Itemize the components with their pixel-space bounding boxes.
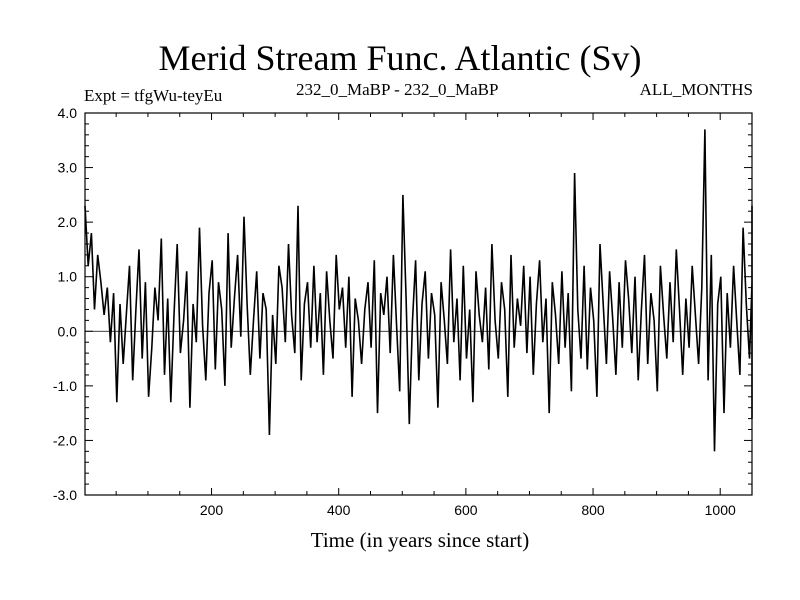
x-tick-label: 1000: [705, 502, 736, 518]
y-tick-label: -3.0: [53, 487, 77, 503]
x-axis-label: Time (in years since start): [310, 528, 530, 552]
y-tick-label: 1.0: [58, 269, 78, 285]
series-line-0: [84, 129, 753, 452]
x-tick-label: 200: [200, 502, 224, 518]
chart-title: Merid Stream Func. Atlantic (Sv): [158, 38, 642, 78]
y-tick-label: -2.0: [53, 432, 77, 448]
x-tick-label: 400: [327, 502, 351, 518]
y-tick-label: 0.0: [58, 323, 78, 339]
x-tick-label: 600: [454, 502, 478, 518]
experiment-label: Expt = tfgWu-teyEu: [84, 86, 223, 105]
plot-frame: [84, 112, 753, 496]
season-label: ALL_MONTHS: [639, 80, 753, 99]
y-tick-label: -1.0: [53, 378, 77, 394]
y-tick-label: 3.0: [58, 160, 78, 176]
y-tick-label: 4.0: [58, 105, 78, 121]
x-tick-label: 800: [581, 502, 605, 518]
y-tick-label: 2.0: [58, 214, 78, 230]
period-label: 232_0_MaBP - 232_0_MaBP: [296, 80, 499, 99]
